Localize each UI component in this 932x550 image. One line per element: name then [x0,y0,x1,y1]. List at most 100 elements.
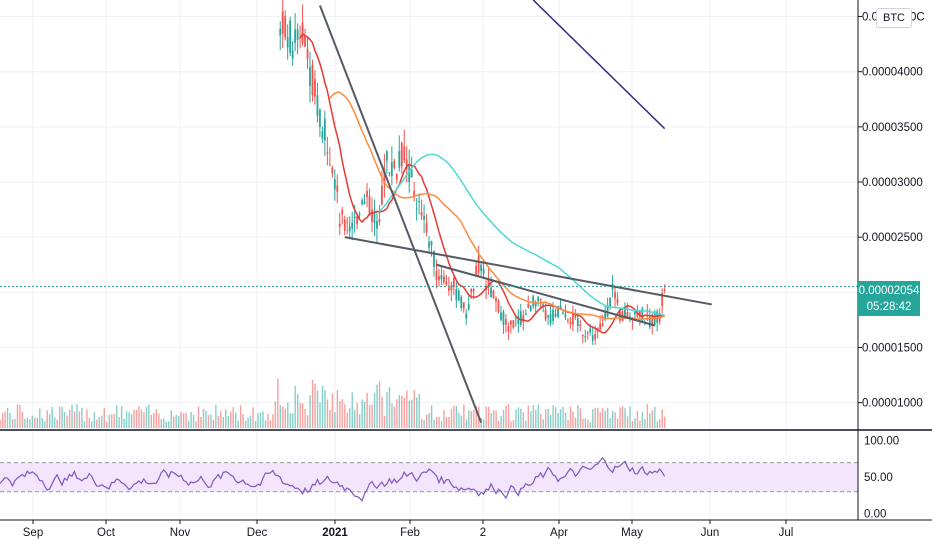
candle-body [323,118,326,141]
volume-bar [455,406,458,428]
volume-bar [631,421,634,428]
volume-bar [346,412,348,428]
volume-bar [163,418,165,428]
volume-bar [31,415,34,428]
candle-body [569,322,572,325]
volume-bar [299,403,301,428]
volume-bar [259,412,262,428]
volume-bar [366,392,368,428]
candle-body [309,67,311,87]
price-tick-label: 0.00003000 [862,177,923,189]
volume-bar [314,383,316,428]
volume-bar [520,408,522,428]
candle-body [447,287,450,291]
candle-body [554,313,557,317]
candle-body [341,209,344,215]
volume-bar [301,403,304,428]
trend-lines[interactable] [318,5,712,423]
volume-bar [661,409,663,428]
volume-bar [532,405,534,428]
volume-bar [664,416,666,428]
volume-bar [158,413,160,428]
time-tick-label: Jun [701,527,720,539]
volume-bar [274,401,277,428]
volume-bar [587,419,589,428]
volume-bar [339,400,341,428]
volume-bar [604,410,606,428]
candle-body [420,212,423,216]
ma-fast-line [299,32,665,334]
volume-bar [500,415,502,428]
volume-bar [175,414,177,428]
candle-body [455,289,458,301]
volume-bar [254,421,257,428]
volume-bar [202,408,205,428]
volume-bar [125,411,128,428]
volume-bar [86,409,88,428]
candle-body [549,313,552,324]
volume-bar [321,385,324,428]
candle-body [319,109,321,128]
candle-body [502,311,505,325]
candle-body [470,288,473,293]
volume-bar [609,418,611,428]
price-tick-label: 0.00002500 [862,232,923,244]
candle-body [522,315,525,323]
volume-bar [373,392,376,428]
volume-bar [530,411,532,428]
volume-bar [197,406,200,428]
volume-bar [267,413,269,428]
volume-bar [572,411,574,428]
volume-bar [423,420,425,428]
candle-body [505,319,507,325]
volume-bar [277,378,279,428]
volume-bar [368,404,371,428]
volume-bar [71,404,73,428]
volume-bar [215,404,217,428]
currency-badge[interactable]: BTC [876,8,912,28]
volume-bar [257,413,259,428]
candle-body [428,241,430,248]
candle-body [467,304,470,310]
volume-bar [579,408,582,428]
volume-bar [465,419,468,428]
candle-body [358,213,361,215]
volume-bar [165,421,167,428]
volume-bar [311,379,314,428]
volume-bar [421,418,423,428]
volume-bar [63,412,66,428]
candle-body [519,311,522,325]
candle-body [415,208,418,210]
volume-bar [29,419,31,428]
volume-bar [386,392,388,428]
candle-body [579,324,582,327]
volume-bar [242,413,244,428]
volume-bar [406,390,408,428]
volume-bar [279,404,282,428]
volume-bar [98,416,100,428]
volume-bar [289,413,291,428]
volume-bar [567,419,569,428]
candle-body [336,185,339,192]
volume-bar [26,417,29,428]
candle-body [314,79,316,97]
volume-bar [497,420,500,428]
volume-bar [336,390,339,428]
volume-bar [49,414,51,428]
volume-bar [443,409,445,428]
candle-body [524,313,527,316]
candle-body [452,278,455,288]
volume-bar [545,409,547,428]
volume-bar [272,414,274,428]
volume-bar [428,413,430,428]
candle-body [348,226,351,232]
volume-bar [6,407,9,428]
volume-bar [356,402,358,428]
volume-bar [118,417,120,428]
candle-body [594,334,597,340]
volume-bar [602,408,604,428]
volume-bar [334,412,336,428]
candle-body [651,314,654,326]
volume-bar [425,414,428,428]
